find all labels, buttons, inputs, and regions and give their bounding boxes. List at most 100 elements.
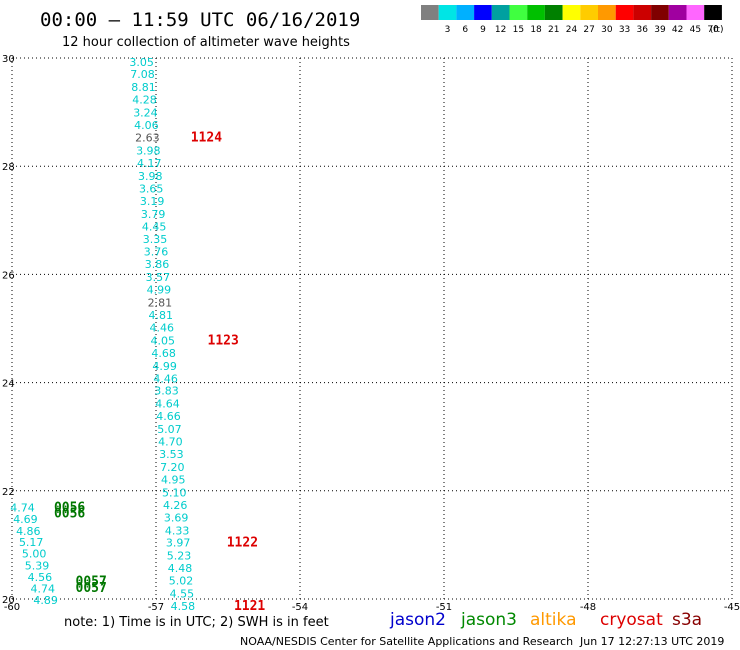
legend-label: 15: [513, 25, 524, 35]
legend-label: 21: [548, 25, 559, 35]
legend-label: 27: [583, 25, 594, 35]
legend-swatch: [668, 5, 687, 20]
legend-label: 6: [462, 25, 468, 35]
swh-value-label: 4.28: [132, 94, 157, 107]
legend-swatch: [562, 5, 581, 20]
mission-label-cryosat: cryosat: [600, 610, 663, 630]
color-legend: 3 6 9 12 15 18 21 24 27 30 33 36 39 42 45 70(ft): [421, 5, 723, 35]
mission-label-s3a: s3a: [672, 610, 702, 630]
legend-label: 9: [480, 25, 486, 35]
x-tick-label: -57: [148, 602, 164, 613]
legend-swatch: [474, 5, 492, 20]
y-tick-label: 22: [2, 487, 15, 498]
swh-value-label: 4.26: [163, 499, 188, 512]
legend-label: 36: [637, 25, 649, 35]
swh-value-label: 3.79: [141, 208, 166, 221]
legend-swatch: [491, 5, 510, 20]
swh-value-label: 7.20: [160, 461, 185, 474]
swh-value-label: 3.24: [133, 107, 158, 120]
legend-label: 39: [654, 25, 666, 35]
swh-value-label: 4.74: [30, 583, 55, 596]
legend-swatch: [580, 5, 598, 20]
legend-label: 12: [495, 25, 506, 35]
swh-value-label: 3.35: [143, 233, 168, 246]
swh-value-label: 4.58: [171, 600, 196, 613]
x-tick-label: -54: [292, 602, 308, 613]
swh-value-label: 3.19: [140, 195, 165, 208]
legend-swatch: [633, 5, 652, 20]
mission-label-jason3: jason3: [460, 610, 517, 630]
pass-time-label: 1123: [208, 333, 239, 348]
pass-time-label: 1121: [234, 599, 265, 614]
legend-label: 3: [445, 25, 451, 35]
footer-note: note: 1) Time is in UTC; 2) SWH is in fe…: [64, 615, 329, 630]
swh-value-label: 8.81: [131, 81, 156, 94]
swh-value-label: 4.70: [158, 436, 183, 449]
legend-swatch: [704, 5, 722, 20]
swh-value-label: 4.06: [134, 119, 159, 132]
swh-value-label: 4.66: [156, 410, 181, 423]
chart-title: 00:00 — 11:59 UTC 06/16/2019: [40, 9, 360, 31]
pass-time-label: 0056: [54, 507, 85, 522]
mission-label-jason2: jason2: [389, 610, 446, 630]
swh-value-label: 5.23: [167, 550, 192, 563]
mission-legend: jason2 jason3 altika cryosat s3a: [389, 610, 702, 630]
swh-value-label: 4.95: [161, 473, 186, 486]
x-tick-label: -48: [580, 602, 596, 613]
swh-value-label: 3.98: [138, 170, 163, 183]
swh-value-label: 4.69: [13, 513, 38, 526]
swh-value-label: 4.74: [10, 502, 35, 515]
swh-value-label: 3.98: [136, 145, 161, 158]
swh-value-label: 4.46: [150, 321, 175, 334]
legend-swatch: [509, 5, 528, 20]
x-tick-label: -51: [436, 602, 452, 613]
y-tick-label: 24: [2, 379, 15, 390]
swh-value-label: 3.65: [139, 182, 164, 195]
swh-value-label: 3.57: [146, 271, 171, 284]
swh-value-label: 4.05: [150, 334, 175, 347]
legend-swatch: [651, 5, 669, 20]
swh-value-label: 4.48: [168, 562, 193, 575]
legend-swatch: [615, 5, 634, 20]
swh-value-label: 4.46: [153, 372, 178, 385]
legend-swatch: [527, 5, 545, 20]
data-marks: 3.057.088.814.283.244.062.633.984.173.98…: [10, 56, 265, 614]
swh-value-label: 5.00: [22, 548, 47, 561]
swh-value-label: 5.39: [25, 559, 50, 572]
legend-label: 33: [619, 25, 630, 35]
legend-label: 45: [690, 25, 701, 35]
legend-swatch: [598, 5, 616, 20]
swh-value-label: 3.05: [129, 56, 154, 69]
swh-value-label: 3.53: [159, 448, 184, 461]
x-tick-label: -45: [724, 602, 740, 613]
swh-value-label: 4.45: [142, 220, 167, 233]
mission-label-altika: altika: [530, 610, 577, 630]
credit-text: NOAA/NESDIS Center for Satellite Applica…: [240, 635, 573, 648]
swh-value-label: 4.55: [170, 588, 195, 601]
legend-label: 70: [707, 25, 719, 35]
swh-value-label: 5.10: [162, 486, 187, 499]
swh-value-label: 5.07: [157, 423, 182, 436]
swh-value-label: 2.63: [135, 132, 160, 145]
swh-value-label: 4.33: [165, 524, 190, 537]
swh-value-label: 7.08: [130, 68, 155, 81]
pass-time-label: 1122: [227, 536, 258, 551]
legend-swatch: [421, 5, 439, 20]
pass-time-label: 1124: [191, 131, 222, 146]
y-tick-label: 26: [2, 270, 15, 281]
swh-value-label: 4.64: [155, 398, 180, 411]
y-tick-label: 28: [2, 162, 15, 173]
plot-area: -60 -57 -54 -51 -48 -45 30 28 26 24 22 20: [2, 54, 740, 613]
swh-value-label: 4.89: [33, 594, 58, 607]
legend-unit: (ft): [710, 25, 724, 35]
x-tick-label: -60: [4, 602, 20, 613]
y-tick-label: 20: [2, 595, 15, 606]
swh-value-label: 4.17: [137, 157, 162, 170]
swh-value-label: 4.99: [147, 284, 172, 297]
swh-value-label: 3.76: [144, 246, 169, 259]
swh-value-label: 4.81: [149, 309, 174, 322]
swh-value-label: 5.17: [19, 536, 44, 549]
swh-value-label: 4.99: [152, 360, 177, 373]
pass-time-label: 0056: [54, 501, 85, 516]
